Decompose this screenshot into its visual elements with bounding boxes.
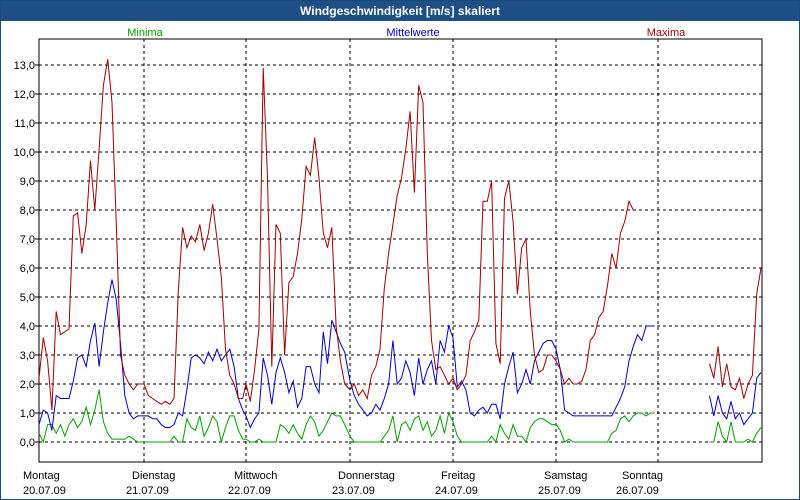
- series-line-maxima: [38, 59, 634, 411]
- legend: Minima Mittelwerte Maxima: [127, 27, 686, 39]
- wind-speed-chart: 0,0 1,0 2,0 3,0 4,0 5,0 6,0 7,0 8,0 9,0 10,0 11,0 12…: [14, 27, 763, 497]
- day-date-label: 23.07.09: [332, 485, 375, 497]
- day-date-label: 24.07.09: [435, 485, 478, 497]
- legend-mittelwerte: Mittelwerte: [386, 27, 439, 39]
- window-title: Windgeschwindigkeit [m/s] skaliert: [1, 1, 799, 21]
- y-tick-label: 10,0: [14, 147, 35, 159]
- legend-maxima: Maxima: [647, 27, 686, 39]
- day-name-label: Sonntag: [622, 470, 663, 482]
- day-name-label: Dienstag: [132, 470, 175, 482]
- y-tick-label: 3,0: [20, 350, 35, 362]
- legend-minima: Minima: [127, 27, 163, 39]
- y-tick-label: 11,0: [14, 118, 35, 130]
- day-date-label: 20.07.09: [23, 485, 66, 497]
- day-date-label: 25.07.09: [538, 485, 581, 497]
- y-tick-label: 7,0: [20, 234, 35, 246]
- series-line-maxima: [709, 267, 762, 399]
- series-line-mittelwerte: [38, 279, 655, 431]
- y-tick-label: 12,0: [14, 89, 35, 101]
- day-date-label: 22.07.09: [228, 485, 271, 497]
- series-lines: [38, 59, 762, 444]
- y-tick-label: 6,0: [20, 263, 35, 275]
- grid: [39, 39, 762, 462]
- y-tick-label: 2,0: [20, 379, 35, 391]
- day-date-label: 26.07.09: [616, 485, 659, 497]
- day-name-label: Mittwoch: [234, 470, 277, 482]
- y-tick-label: 4,0: [20, 321, 35, 333]
- series-line-minima: [709, 421, 762, 444]
- y-axis: 0,0 1,0 2,0 3,0 4,0 5,0 6,0 7,0 8,0 9,0 10,0 11,0 12…: [14, 60, 39, 449]
- y-tick-label: 0,0: [20, 437, 35, 449]
- day-name-label: Freitag: [441, 470, 475, 482]
- series-line-mittelwerte: [709, 372, 762, 426]
- y-tick-label: 8,0: [20, 205, 35, 217]
- day-name-label: Donnerstag: [338, 470, 395, 482]
- y-tick-label: 1,0: [20, 408, 35, 420]
- day-date-label: 21.07.09: [126, 485, 169, 497]
- plot-frame: [38, 38, 763, 463]
- series-line-minima: [38, 389, 655, 444]
- day-name-label: Samstag: [544, 470, 587, 482]
- y-tick-label: 13,0: [14, 60, 35, 72]
- x-axis: Montag 20.07.09 Dienstag 21.07.09 Mittwoch 22…: [23, 470, 663, 497]
- y-tick-label: 9,0: [20, 176, 35, 188]
- y-tick-label: 5,0: [20, 292, 35, 304]
- day-name-label: Montag: [23, 470, 60, 482]
